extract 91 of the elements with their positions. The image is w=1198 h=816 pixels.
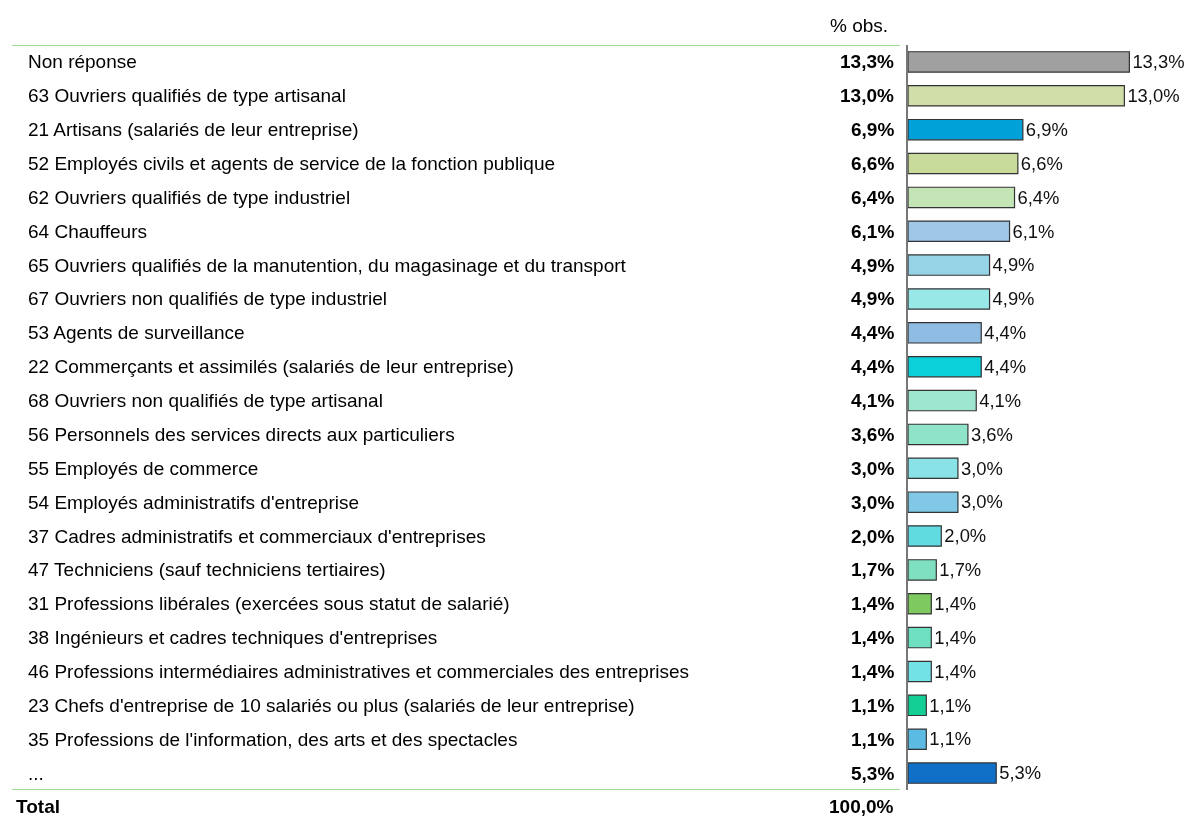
data-label: 4,4% <box>851 322 895 343</box>
bar <box>908 220 1011 243</box>
text: 6,4% <box>1017 186 1060 208</box>
y-tick-label: 31 Professions libérales (exercées sous statut de salarié) <box>28 593 510 614</box>
y-tick-label: 37 Cadres administratifs et commerciaux d'entreprises <box>28 526 486 547</box>
y-tick-label: 65 Ouvriers qualifiés de la manutention, du magasinage et du transport <box>28 255 627 276</box>
data-label: 1,4% <box>851 661 895 682</box>
bar <box>908 85 1125 107</box>
text: Total <box>16 796 60 816</box>
bar <box>908 322 982 344</box>
data-label: 3,0% <box>851 458 895 479</box>
bar <box>908 457 959 480</box>
y-tick-label: 63 Ouvriers qualifiés de type artisanal <box>28 85 346 106</box>
bar <box>908 762 997 784</box>
text: 4,4% <box>984 355 1027 377</box>
data-label: 6,6% <box>851 153 895 174</box>
bar <box>908 491 959 513</box>
y-tick-label: 55 Employés de commerce <box>28 458 259 479</box>
y-tick-label: 67 Ouvriers non qualifiés de type industriel <box>28 288 388 309</box>
text: % obs. <box>830 15 889 36</box>
text: 4,4% <box>984 322 1027 344</box>
data-label: 1,1% <box>851 695 895 716</box>
data-label: 6,1% <box>851 221 895 242</box>
bar <box>908 118 1024 141</box>
bar <box>908 423 969 446</box>
y-tick-label: 47 Techniciens (sauf techniciens tertiaires) <box>28 559 386 580</box>
y-tick-label: 68 Ouvriers non qualifiés de type artisanal <box>28 390 383 411</box>
text: 3,0% <box>960 457 1003 479</box>
data-label: 4,9% <box>851 288 895 309</box>
bar <box>908 186 1016 209</box>
bar <box>908 694 927 717</box>
data-label: 5,3% <box>851 763 895 784</box>
data-label: 13,3% <box>840 51 894 72</box>
data-label: 1,4% <box>851 627 895 648</box>
y-tick-label: Non réponse <box>28 51 137 72</box>
text: 13,0% <box>1127 85 1180 107</box>
text: 3,6% <box>970 423 1013 445</box>
bar <box>908 355 982 378</box>
y-tick-label: 38 Ingénieurs et cadres techniques d'entreprises <box>28 627 438 648</box>
text: 100,0% <box>829 796 894 816</box>
data-label: 4,1% <box>851 390 895 411</box>
bar <box>908 288 991 310</box>
text: 6,1% <box>1012 220 1055 242</box>
bar <box>908 626 932 649</box>
data-label: 3,0% <box>851 492 895 513</box>
text: 1,1% <box>929 694 972 716</box>
y-tick-label: 22 Commerçants et assimilés (salariés de leur entreprise) <box>28 356 514 377</box>
y-tick-label: ... <box>28 763 44 784</box>
text: 1,1% <box>929 728 972 750</box>
data-label: 4,4% <box>851 356 895 377</box>
data-label: 1,4% <box>851 593 895 614</box>
text: 13,3% <box>1132 51 1185 73</box>
y-tick-label: 23 Chefs d'entreprise de 10 salariés ou plus (salariés de leur entreprise) <box>28 695 635 716</box>
data-label: 1,1% <box>851 729 895 750</box>
text: 1,4% <box>934 660 977 682</box>
text: 4,9% <box>992 254 1035 276</box>
y-tick-label: 54 Employés administratifs d'entreprise <box>28 492 359 513</box>
y-tick-label: 21 Artisans (salariés de leur entreprise) <box>28 119 359 140</box>
bar <box>908 254 991 276</box>
data-label: 13,0% <box>840 85 894 106</box>
data-label: 1,7% <box>851 559 895 580</box>
text: 5,3% <box>999 762 1042 784</box>
y-tick-label: 62 Ouvriers qualifiés de type industriel <box>28 187 351 208</box>
data-label: 6,4% <box>851 187 895 208</box>
text: 4,1% <box>979 389 1022 411</box>
text: 1,4% <box>934 593 977 615</box>
bar <box>908 592 932 615</box>
text: 1,4% <box>934 626 977 648</box>
data-label: 4,9% <box>851 255 895 276</box>
data-label: 3,6% <box>851 424 895 445</box>
text: 2,0% <box>944 525 987 547</box>
bar <box>908 51 1130 73</box>
y-tick-label: 46 Professions intermédiaires administratives et commerciales des entreprises <box>28 661 690 682</box>
y-tick-label: 52 Employés civils et agents de service de la fonction publique <box>28 153 556 174</box>
bar <box>908 389 977 412</box>
text: 4,9% <box>992 288 1035 310</box>
text: 1,7% <box>939 559 982 581</box>
text: 3,0% <box>960 491 1003 513</box>
bar <box>908 660 932 683</box>
bar <box>908 728 927 750</box>
y-tick-label: 64 Chauffeurs <box>28 221 148 242</box>
y-tick-label: 53 Agents de surveillance <box>28 322 245 343</box>
data-label: 2,0% <box>851 526 895 547</box>
text: 6,9% <box>1025 118 1068 140</box>
y-tick-label: 35 Professions de l'information, des arts et des spectacles <box>28 729 518 750</box>
bar <box>908 559 937 581</box>
data-label: 6,9% <box>851 119 895 140</box>
bar <box>908 525 942 547</box>
text: 6,6% <box>1020 152 1063 174</box>
y-tick-label: 56 Personnels des services directs aux particuliers <box>28 424 455 445</box>
bar <box>908 152 1019 175</box>
